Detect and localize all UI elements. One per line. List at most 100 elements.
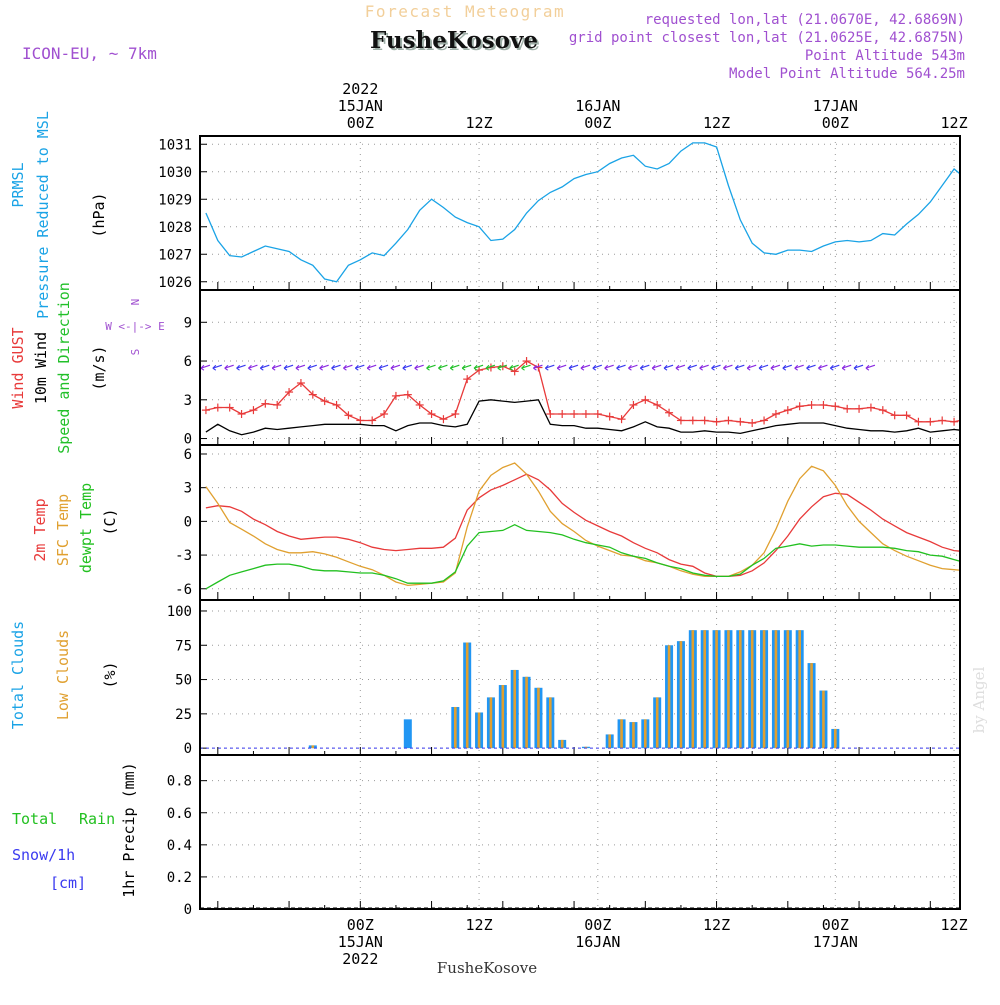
wind-direction-arrowhead xyxy=(449,364,454,371)
y-tick-label: 1029 xyxy=(158,192,192,208)
bottom-time-label: 00Z xyxy=(822,916,849,934)
top-time-label: 00Z xyxy=(584,114,611,132)
low-cloud-bar xyxy=(691,630,695,749)
y-tick-label: 0.6 xyxy=(167,806,192,822)
wind-direction-arrowhead xyxy=(402,364,407,371)
low-cloud-bar xyxy=(703,630,706,749)
top-time-label: 16JAN xyxy=(575,97,620,115)
wind-direction-arrow xyxy=(628,364,638,369)
wind-direction-arrowhead xyxy=(259,364,264,371)
dewpt-temp-line xyxy=(205,523,959,590)
bottom-time-label: 16JAN xyxy=(575,933,620,951)
label-1hr-precip: 1hr Precip (mm) xyxy=(120,762,138,897)
wind-direction-arrow xyxy=(331,364,341,369)
gust-marker xyxy=(213,403,222,412)
low-cloud-bar xyxy=(311,745,315,749)
wind-direction-arrowhead xyxy=(331,364,335,371)
low-cloud-bar xyxy=(632,722,635,749)
pressure-panel: 1026 1027 1028 1029 1030 1031 xyxy=(158,135,961,291)
gust-marker xyxy=(760,416,769,425)
requested-coords: requested lon,lat (21.0670E, 42.6869N) xyxy=(645,12,965,28)
wind-direction-arrowhead xyxy=(533,364,537,371)
prmsl-line xyxy=(205,142,959,283)
sfc-temp-line xyxy=(205,462,959,587)
label-total-clouds: Total Clouds xyxy=(9,621,27,729)
gust-marker xyxy=(843,404,852,413)
low-cloud-bar xyxy=(798,630,801,749)
gust-marker xyxy=(308,390,317,399)
wind-direction-arrow xyxy=(390,364,401,369)
wind-direction-arrow xyxy=(201,364,211,369)
wind-direction-arrowhead xyxy=(651,364,656,371)
low-cloud-bar xyxy=(727,630,730,749)
wind-direction-arrowhead xyxy=(378,364,383,371)
wind-direction-arrow xyxy=(533,364,543,369)
wind-direction-arrow xyxy=(248,364,258,369)
y-tick-label: 75 xyxy=(175,638,192,654)
bottom-time-label: 12Z xyxy=(703,916,730,934)
cloud-panel-data xyxy=(201,630,959,749)
point-altitude: Point Altitude 543m xyxy=(805,48,965,64)
low-cloud-bar xyxy=(750,630,754,749)
wind-direction-arrow xyxy=(782,364,792,369)
wind-direction-arrowhead xyxy=(734,364,739,371)
wind-direction-arrow xyxy=(842,364,852,369)
wind-direction-arrow xyxy=(283,364,294,369)
chart-title: Forecast Meteogram xyxy=(365,2,565,21)
grid-point-coords: grid point closest lon,lat (21.0625E, 42… xyxy=(569,30,965,46)
low-cloud-bar xyxy=(560,739,564,749)
wind-direction-arrow xyxy=(545,364,555,369)
wind-direction-arrowhead xyxy=(509,364,514,371)
y-tick-label: 0 xyxy=(184,514,192,530)
wind-direction-arrowhead xyxy=(438,364,442,371)
wind-direction-arrow xyxy=(830,364,840,369)
wind-direction-arrowhead xyxy=(343,364,347,371)
wind-direction-arrowhead xyxy=(723,364,727,371)
wind-direction-arrow xyxy=(699,364,709,369)
bottom-time-label: 2022 xyxy=(342,950,378,968)
y-tick-label: -6 xyxy=(175,582,192,598)
wind-direction-arrow xyxy=(758,364,769,369)
gust-marker xyxy=(700,416,709,425)
gust-marker xyxy=(736,417,745,426)
low-cloud-bar xyxy=(667,645,671,749)
cloud-panel: 0 25 50 75 100 xyxy=(167,599,961,757)
y-tick-label: 9 xyxy=(184,315,192,331)
footer-location: FusheKosove xyxy=(437,959,537,977)
credit-watermark: by Angel xyxy=(970,666,988,733)
gust-marker xyxy=(855,404,864,413)
wind-direction-arrowhead xyxy=(663,364,668,371)
y-tick-label: 6 xyxy=(184,447,192,463)
y-tick-label: 3 xyxy=(184,481,192,497)
gust-marker xyxy=(878,406,887,415)
gust-marker xyxy=(391,391,400,400)
wind-direction-arrow xyxy=(462,364,472,369)
gust-marker xyxy=(356,416,365,425)
gust-marker xyxy=(261,399,270,408)
wind-direction-arrow xyxy=(580,364,591,369)
low-cloud-bar xyxy=(810,663,813,749)
wind-direction-arrow xyxy=(450,364,460,369)
low-cloud-bar xyxy=(620,719,623,749)
gust-marker xyxy=(866,403,875,412)
panel-border xyxy=(199,754,961,910)
model-altitude: Model Point Altitude 564.25m xyxy=(729,66,965,82)
wind-direction-arrowhead xyxy=(319,364,324,371)
wind-direction-arrow xyxy=(378,364,389,369)
gust-marker xyxy=(249,406,258,415)
label-low-clouds: Low Clouds xyxy=(54,630,72,720)
panel-border xyxy=(199,444,961,601)
low-cloud-bar xyxy=(454,706,457,749)
wind-direction-arrowhead xyxy=(414,364,419,371)
low-cloud-bar xyxy=(774,630,778,749)
location-title: FusheKosove xyxy=(370,27,538,54)
wind-direction-arrow xyxy=(723,364,733,369)
wind-direction-arrowhead xyxy=(283,364,288,371)
label-cm: [cm] xyxy=(50,874,86,892)
gust-marker xyxy=(463,375,472,384)
label-percent: (%) xyxy=(101,661,119,688)
wind-direction-arrow xyxy=(521,364,531,369)
compass-s: S xyxy=(129,349,142,356)
wind-direction-arrowhead xyxy=(806,364,810,371)
